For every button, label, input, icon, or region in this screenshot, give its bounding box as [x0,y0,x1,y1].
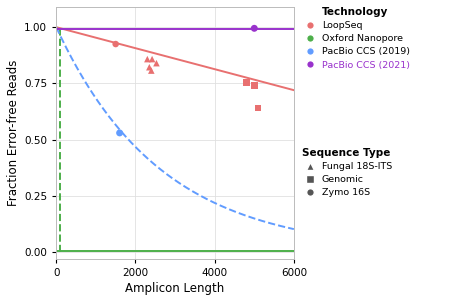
Point [250,26,258,31]
Point [255,106,262,111]
Point [146,65,153,70]
Point [116,130,123,135]
Point [148,57,156,62]
Legend: Fungal 18S-ITS, Genomic, Zymo 16S: Fungal 18S-ITS, Genomic, Zymo 16S [301,148,392,198]
Point [147,68,155,73]
Point [250,83,258,88]
Point [112,42,119,47]
Y-axis label: Fraction Error-free Reads: Fraction Error-free Reads [7,60,20,206]
Point [243,80,250,85]
Point [153,61,160,66]
Point [144,57,151,62]
X-axis label: Amplicon Length: Amplicon Length [126,282,225,295]
